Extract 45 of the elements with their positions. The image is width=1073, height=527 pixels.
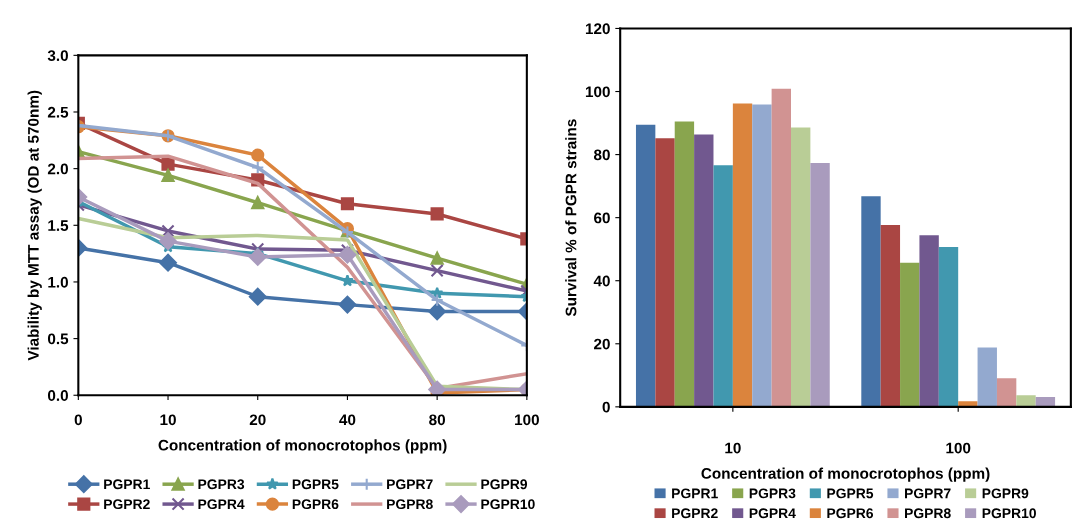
legend-label: PGPR2 — [104, 499, 150, 510]
legend-label: PGPR10 — [481, 499, 535, 510]
y-tick-label: 80 — [593, 149, 610, 161]
y-tick-label: 120 — [585, 23, 610, 35]
legend-label: PGPR4 — [749, 508, 796, 519]
x-tick-label: 0 — [74, 414, 82, 426]
y-tick-label: 2.0 — [47, 163, 68, 175]
y-tick-label: 2.5 — [47, 106, 69, 118]
legend-label: PGPR3 — [198, 479, 245, 490]
x-tick-label: 20 — [249, 414, 266, 426]
legend-label: PGPR5 — [292, 479, 339, 490]
y-axis-title: Viability by MTT assay (OD at 570nm) — [27, 90, 42, 361]
legend-label: PGPR4 — [198, 499, 245, 510]
legend-label: PGPR9 — [982, 488, 1029, 499]
y-tick-label: 20 — [594, 338, 610, 350]
legend-label: PGPR7 — [387, 479, 433, 490]
legend-label: PGPR8 — [387, 499, 433, 510]
y-tick-label: 0.0 — [47, 390, 68, 401]
legend-label: PGPR6 — [827, 508, 874, 519]
y-tick-label: 1.5 — [48, 220, 69, 231]
legend-label: PGPR3 — [749, 488, 796, 499]
x-tick-label: 100 — [515, 414, 539, 426]
x-tick-label: 10 — [725, 442, 741, 454]
legend-label: PGPR6 — [292, 499, 339, 510]
legend-label: PGPR1 — [672, 488, 718, 499]
x-tick-label: 80 — [429, 414, 446, 426]
legend-label: PGPR9 — [481, 479, 528, 490]
y-tick-label: 1.0 — [48, 276, 68, 288]
legend-label: PGPR2 — [672, 508, 718, 519]
x-axis-title: Concentration of monocrotophos (ppm) — [701, 467, 990, 482]
legend-label: PGPR10 — [982, 508, 1036, 519]
legend-label: PGPR1 — [104, 479, 150, 490]
legend-label: PGPR8 — [905, 508, 951, 519]
y-tick-label: 60 — [594, 212, 610, 224]
y-axis-title: Survival % of PGPR strains — [565, 119, 577, 317]
y-tick-label: 40 — [593, 275, 610, 287]
x-tick-label: 10 — [160, 414, 176, 426]
legend-label: PGPR5 — [827, 488, 874, 499]
y-tick-label: 0.5 — [47, 333, 69, 345]
x-axis-title: Concentration of monocrotophos (ppm) — [158, 439, 447, 454]
x-tick-label: 40 — [339, 414, 356, 426]
y-tick-label: 0 — [602, 401, 610, 413]
y-tick-label: 3.0 — [47, 50, 68, 62]
y-tick-label: 100 — [585, 86, 610, 98]
legend-label: PGPR7 — [905, 488, 951, 499]
